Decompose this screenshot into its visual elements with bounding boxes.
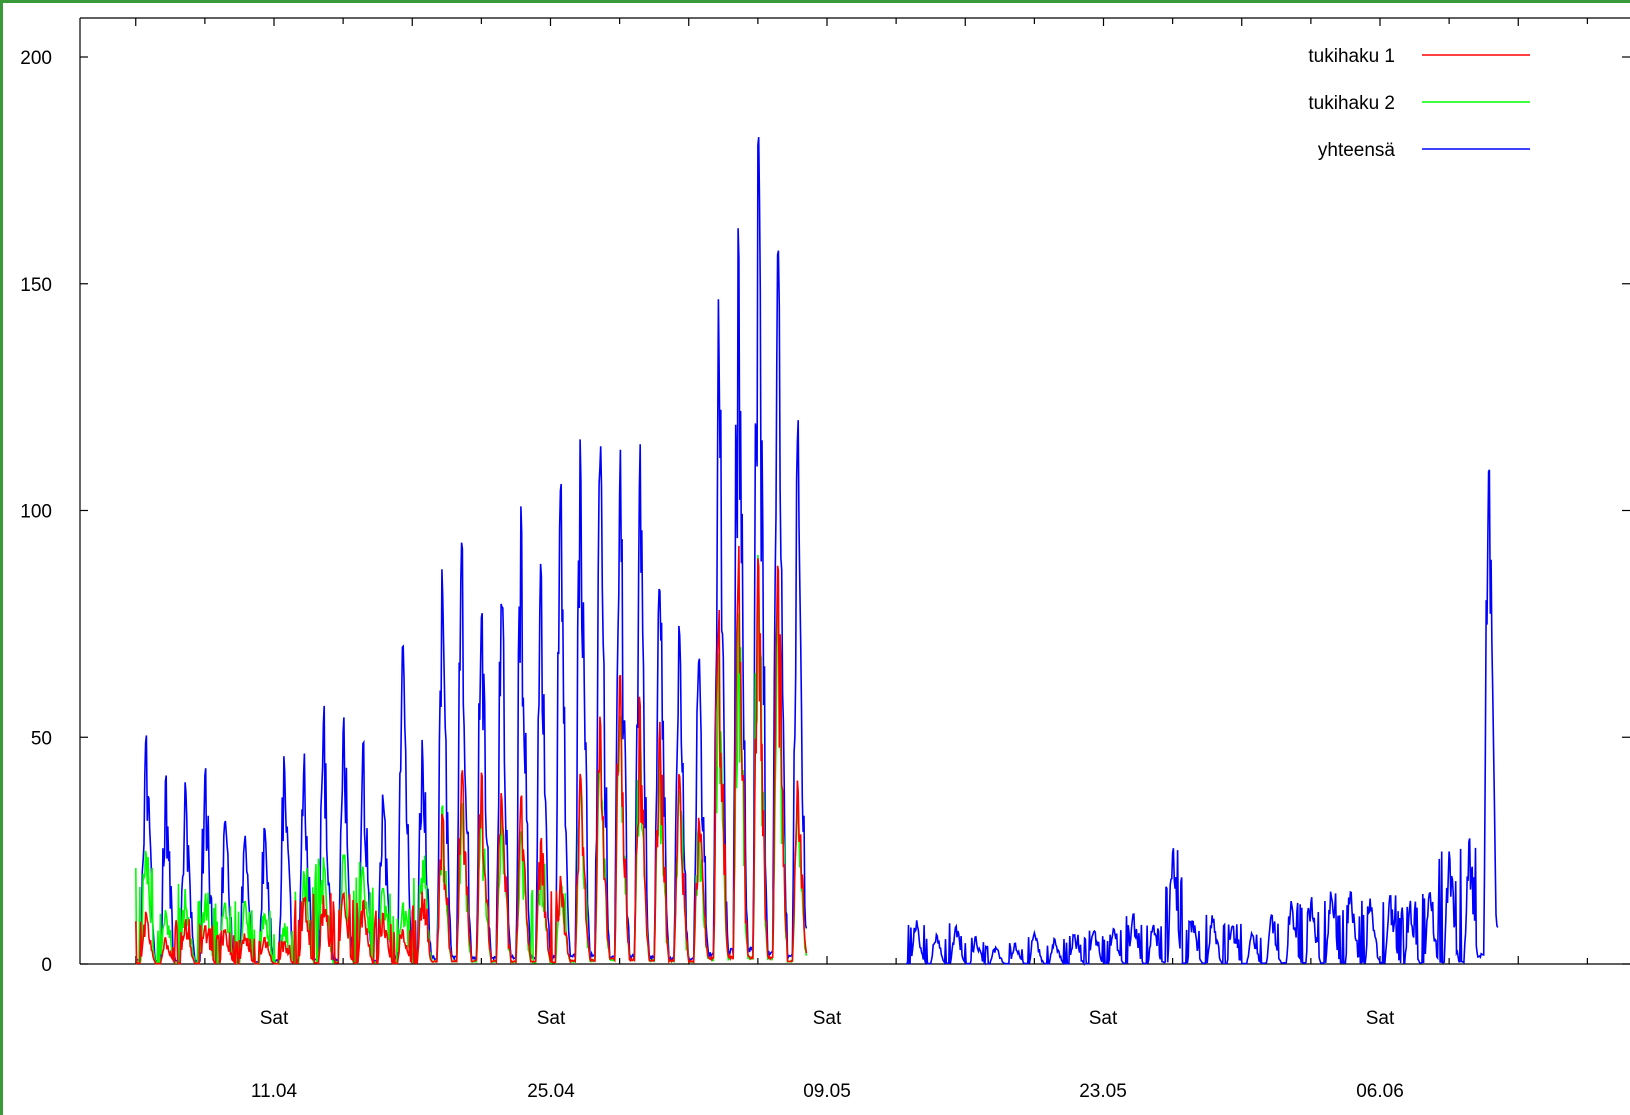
y-tick-label: 200 <box>20 48 52 69</box>
x-tick-date-label: 09.05 <box>803 1081 851 1102</box>
y-tick-label: 150 <box>20 275 52 296</box>
x-tick-day-label: Sat <box>813 1008 842 1029</box>
legend: tukihaku 1 tukihaku 2 yhteensä <box>1308 46 1530 161</box>
series-layer <box>135 137 1499 967</box>
x-tick-date-label: 11.04 <box>251 1081 298 1102</box>
x-tick-day-label: Sat <box>1089 1008 1118 1029</box>
x-tick-date-label: 25.04 <box>527 1081 575 1102</box>
x-tick-date-label: 23.05 <box>1079 1081 1127 1102</box>
x-axis-ticks: Sat 11.04 Sat 25.04 Sat 09.05 Sat 23.05 Sat 06.06 <box>135 18 1588 1102</box>
legend-label: tukihaku 1 <box>1308 46 1395 67</box>
legend-label: tukihaku 2 <box>1308 93 1395 114</box>
x-tick-date-label: 06.06 <box>1356 1081 1404 1102</box>
series-line-tukihaku-1 <box>135 545 808 966</box>
x-tick-day-label: Sat <box>260 1008 289 1029</box>
left-border-band <box>0 0 3 1115</box>
y-axis-ticks: 0 50 100 150 200 <box>20 48 1630 976</box>
x-tick-day-label: Sat <box>537 1008 566 1029</box>
top-border-band <box>0 0 1630 3</box>
legend-label: yhteensä <box>1318 140 1396 161</box>
y-tick-label: 100 <box>20 502 52 523</box>
x-tick-day-label: Sat <box>1366 1008 1395 1029</box>
y-tick-label: 0 <box>41 955 52 976</box>
y-tick-label: 50 <box>31 728 52 749</box>
series-line-yhteensä <box>905 469 1499 967</box>
